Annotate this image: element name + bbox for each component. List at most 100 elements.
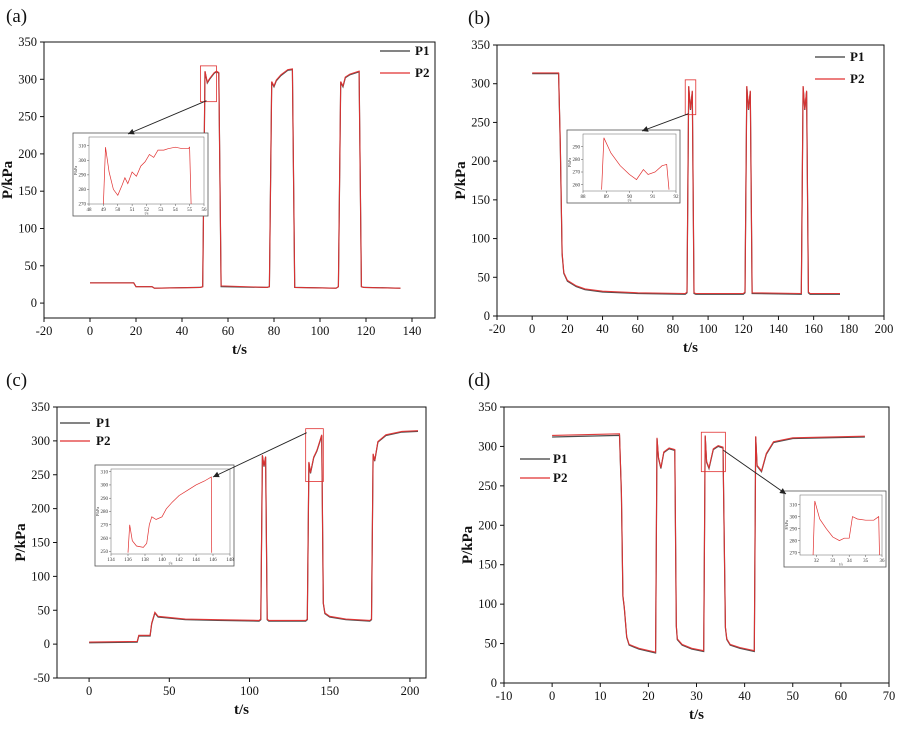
inset-y-tick-label: 300 bbox=[79, 159, 87, 164]
x-axis-label: t/s bbox=[689, 707, 704, 723]
inset-series-line bbox=[103, 146, 192, 205]
inset-x-tick-label: 88 bbox=[581, 195, 587, 200]
inset-x-tick-label: 138 bbox=[141, 558, 149, 563]
inset-x-axis-label: t/s bbox=[628, 198, 632, 203]
inset-y-tick-label: 280 bbox=[573, 158, 581, 163]
inset-frame bbox=[72, 132, 209, 217]
inset-y-tick-label: 280 bbox=[101, 510, 109, 515]
x-tick-label: 140 bbox=[403, 324, 422, 338]
y-tick-label: 250 bbox=[471, 115, 490, 129]
zoom-arrow bbox=[723, 449, 787, 495]
x-tick-label: -10 bbox=[496, 689, 513, 703]
inset-y-tick-label: 310 bbox=[790, 503, 798, 508]
y-tick-label: 200 bbox=[478, 518, 497, 532]
inset-x-tick-label: 92 bbox=[674, 195, 680, 200]
inset-y-tick-label: 280 bbox=[79, 188, 87, 193]
y-tick-label: 150 bbox=[18, 184, 37, 198]
y-tick-label: 0 bbox=[44, 637, 50, 651]
y-tick-label: 300 bbox=[478, 439, 497, 453]
inset-x-axis-label: t/s bbox=[145, 211, 149, 216]
legend-label-p1: P1 bbox=[553, 451, 567, 466]
inset-x-tick-label: 52 bbox=[144, 208, 150, 213]
legend-label-p1: P1 bbox=[850, 49, 864, 64]
y-axis-label: P/kPa bbox=[453, 161, 469, 200]
inset-frame bbox=[94, 464, 235, 567]
inset-x-tick-label: 51 bbox=[130, 208, 136, 213]
x-tick-label: 120 bbox=[734, 322, 753, 336]
y-tick-label: 300 bbox=[31, 434, 50, 448]
x-tick-label: 0 bbox=[529, 322, 535, 336]
y-tick-label: 100 bbox=[478, 597, 497, 611]
inset-b: 88 89 90 91 92 260 270 280 290 t/s P/kPa bbox=[566, 129, 681, 204]
x-tick-label: 20 bbox=[561, 322, 574, 336]
y-tick-label: 100 bbox=[471, 232, 490, 246]
inset-frame bbox=[783, 490, 887, 568]
inset-x-tick-label: 35 bbox=[863, 559, 869, 564]
y-tick-label: 150 bbox=[471, 193, 490, 207]
x-tick-label: 200 bbox=[875, 322, 894, 336]
x-tick-label: 10 bbox=[594, 689, 607, 703]
panel-label: (c) bbox=[6, 370, 27, 391]
zoom-arrow-head bbox=[128, 128, 135, 135]
panel-c: (c) 0 50 100 150 200 -50 0 50 100 150 200 250 300 350 t… bbox=[6, 370, 427, 718]
y-tick-label: 100 bbox=[31, 569, 50, 583]
y-tick-label: 150 bbox=[478, 558, 497, 572]
x-tick-label: 20 bbox=[642, 689, 655, 703]
zoom-box bbox=[199, 65, 217, 103]
plot-frame bbox=[496, 44, 885, 317]
x-tick-label: 80 bbox=[268, 324, 281, 338]
x-tick-label: 100 bbox=[240, 684, 259, 698]
zoom-arrow bbox=[212, 432, 307, 478]
zoom-arrow bbox=[641, 113, 689, 132]
inset-y-tick-label: 290 bbox=[573, 145, 581, 150]
inset-y-tick-label: 300 bbox=[790, 515, 798, 520]
inset-x-axis-label: t/s bbox=[839, 562, 843, 567]
y-tick-label: 350 bbox=[18, 35, 37, 49]
inset-x-tick-label: 136 bbox=[124, 558, 132, 563]
legend-label-p2: P2 bbox=[415, 65, 429, 80]
x-tick-label: 70 bbox=[883, 689, 896, 703]
x-tick-label: 120 bbox=[357, 324, 376, 338]
x-tick-label: 0 bbox=[87, 324, 93, 338]
inset-x-tick-label: 89 bbox=[604, 195, 610, 200]
x-axis-label: t/s bbox=[683, 340, 698, 356]
y-tick-label: 50 bbox=[38, 603, 51, 617]
x-tick-label: 40 bbox=[176, 324, 189, 338]
inset-a: 48 49 50 51 52 53 54 55 56 270 280 290 300 310 t/s P/kP… bbox=[72, 132, 209, 217]
y-axis-label: P/kPa bbox=[460, 525, 476, 564]
inset-x-tick-label: 49 bbox=[101, 208, 107, 213]
x-tick-label: 40 bbox=[738, 689, 751, 703]
inset-series-line bbox=[601, 137, 670, 190]
inset-plot-frame bbox=[799, 494, 883, 556]
inset-y-tick-label: 310 bbox=[101, 470, 109, 475]
inset-y-axis-label: P/kPa bbox=[784, 520, 789, 530]
inset-y-tick-label: 290 bbox=[79, 174, 87, 179]
inset-x-tick-label: 90 bbox=[627, 195, 633, 200]
inset-y-tick-label: 270 bbox=[573, 171, 581, 176]
panel-d: (d)-10 0 10 20 30 40 50 60 700501001502002503003… bbox=[460, 370, 895, 723]
x-tick-label: 140 bbox=[769, 322, 788, 336]
legend-label-p2: P2 bbox=[553, 470, 567, 485]
inset-x-tick-label: 54 bbox=[173, 208, 179, 213]
y-tick-label: 0 bbox=[484, 309, 490, 323]
x-axis-label: t/s bbox=[232, 342, 247, 358]
inset-y-axis-label: P/kPa bbox=[95, 507, 100, 517]
y-tick-label: 350 bbox=[31, 400, 50, 414]
inset-x-tick-label: 140 bbox=[158, 558, 166, 563]
y-tick-label: 100 bbox=[18, 221, 37, 235]
x-tick-label: 0 bbox=[86, 684, 92, 698]
inset-y-axis-label: P/kPa bbox=[73, 166, 78, 176]
series-line-p2 bbox=[532, 72, 840, 295]
x-tick-label: 50 bbox=[163, 684, 176, 698]
x-tick-label: 60 bbox=[835, 689, 848, 703]
zoom-box bbox=[305, 428, 324, 482]
x-tick-label: 40 bbox=[596, 322, 609, 336]
x-tick-label: 0 bbox=[549, 689, 555, 703]
y-tick-label: 250 bbox=[478, 479, 497, 493]
inset-y-axis-label: P/kPa bbox=[567, 158, 572, 168]
series-line-p2 bbox=[90, 68, 401, 289]
y-tick-label: 200 bbox=[31, 502, 50, 516]
x-tick-label: 60 bbox=[222, 324, 235, 338]
inset-x-tick-label: 36 bbox=[880, 559, 886, 564]
